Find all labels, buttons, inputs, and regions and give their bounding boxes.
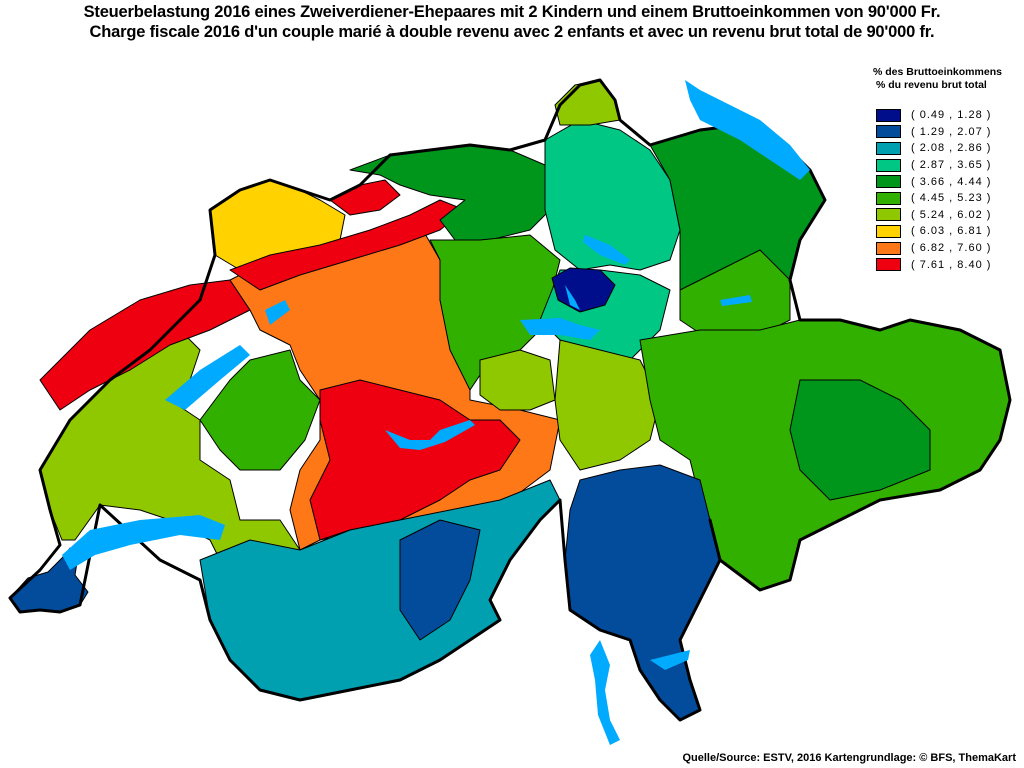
lake-constance bbox=[685, 80, 810, 180]
legend-swatch bbox=[876, 158, 901, 172]
lake-lugano bbox=[650, 650, 690, 670]
legend-label: ( 6.82 , 7.60 ) bbox=[911, 242, 992, 255]
legend-title-de: % des Bruttoeinkommens bbox=[873, 66, 1002, 78]
legend-item: ( 0.49 , 1.28 ) bbox=[876, 107, 991, 124]
legend-label: ( 2.08 , 2.86 ) bbox=[911, 142, 992, 155]
legend-item: ( 7.61 , 8.40 ) bbox=[876, 256, 991, 273]
legend-label: ( 2.87 , 3.65 ) bbox=[911, 159, 992, 172]
region-nidwalden-obwalden bbox=[479, 349, 556, 411]
legend-label: ( 7.61 , 8.40 ) bbox=[911, 258, 992, 271]
legend-swatch bbox=[876, 125, 901, 139]
legend-label: ( 1.29 , 2.07 ) bbox=[911, 125, 992, 138]
lake-neuchatel bbox=[165, 345, 250, 410]
legend-title-fr: % du revenu brut total bbox=[876, 79, 987, 91]
legend-item: ( 6.03 , 6.81 ) bbox=[876, 223, 991, 240]
legend-item: ( 2.08 , 2.86 ) bbox=[876, 140, 991, 157]
legend: ( 0.49 , 1.28 ) ( 1.29 , 2.07 ) ( 2.08 ,… bbox=[876, 107, 991, 273]
legend-swatch bbox=[876, 258, 901, 272]
legend-label: ( 0.49 , 1.28 ) bbox=[911, 109, 992, 122]
lake-biel bbox=[265, 300, 290, 325]
legend-swatch bbox=[876, 241, 901, 255]
legend-item: ( 5.24 , 6.02 ) bbox=[876, 207, 991, 224]
map-title-fr: Charge fiscale 2016 d'un couple marié à … bbox=[89, 23, 935, 41]
legend-swatch bbox=[876, 224, 901, 238]
legend-label: ( 6.03 , 6.81 ) bbox=[911, 225, 992, 238]
region-neuchatel bbox=[39, 279, 251, 411]
legend-swatch bbox=[876, 141, 901, 155]
region-ticino bbox=[564, 464, 721, 721]
lake-lucerne bbox=[520, 318, 600, 340]
lakes bbox=[62, 80, 810, 745]
region-zug bbox=[551, 267, 616, 313]
legend-item: ( 2.87 , 3.65 ) bbox=[876, 157, 991, 174]
legend-swatch bbox=[876, 175, 901, 189]
region-basel bbox=[329, 179, 401, 216]
legend-swatch bbox=[876, 208, 901, 222]
map-title-de: Steuerbelastung 2016 eines Zweiverdiener… bbox=[83, 3, 941, 21]
legend-label: ( 5.24 , 6.02 ) bbox=[911, 208, 992, 221]
legend-swatch bbox=[876, 191, 901, 205]
lake-maggiore bbox=[590, 640, 620, 745]
legend-item: ( 1.29 , 2.07 ) bbox=[876, 124, 991, 141]
lake-geneva bbox=[62, 515, 225, 570]
region-schaffhausen bbox=[554, 79, 621, 126]
lake-thun-brienz bbox=[385, 420, 475, 450]
legend-item: ( 3.66 , 4.44 ) bbox=[876, 173, 991, 190]
legend-item: ( 6.82 , 7.60 ) bbox=[876, 240, 991, 257]
lake-zug bbox=[565, 285, 580, 310]
legend-label: ( 4.45 , 5.23 ) bbox=[911, 192, 992, 205]
legend-label: ( 3.66 , 4.44 ) bbox=[911, 175, 992, 188]
region-bern-high bbox=[309, 379, 521, 541]
region-uri-glarus bbox=[554, 339, 661, 471]
country-outline bbox=[8, 78, 1012, 722]
lake-zurich bbox=[583, 235, 630, 265]
legend-item: ( 4.45 , 5.23 ) bbox=[876, 190, 991, 207]
region-zurich bbox=[544, 119, 681, 271]
legend-swatch bbox=[876, 108, 901, 122]
region-valais-dark bbox=[399, 519, 481, 641]
region-graubuenden-dark bbox=[789, 379, 931, 501]
lake-walen bbox=[720, 295, 752, 306]
source-credit: Quelle/Source: ESTV, 2016 Kartengrundlag… bbox=[682, 752, 1016, 764]
region-st-gallen bbox=[679, 249, 791, 341]
